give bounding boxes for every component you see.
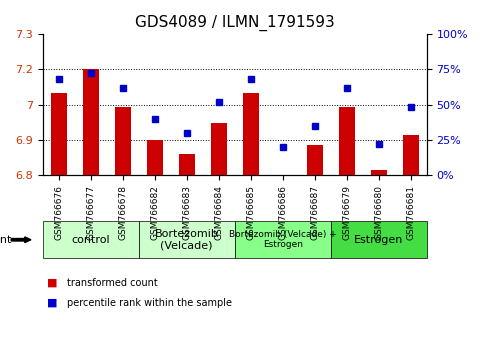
Text: percentile rank within the sample: percentile rank within the sample <box>67 298 232 308</box>
Text: control: control <box>71 235 110 245</box>
Text: Estrogen: Estrogen <box>354 235 403 245</box>
Bar <box>139 221 235 258</box>
Text: Bortezomib
(Velcade): Bortezomib (Velcade) <box>155 229 218 251</box>
Bar <box>83 69 99 175</box>
Title: GDS4089 / ILMN_1791593: GDS4089 / ILMN_1791593 <box>135 15 335 31</box>
Bar <box>179 154 195 175</box>
Bar <box>51 93 67 175</box>
Text: Bortezomib (Velcade) +
Estrogen: Bortezomib (Velcade) + Estrogen <box>229 230 337 250</box>
Bar <box>43 221 139 258</box>
Bar <box>307 144 323 175</box>
FancyArrow shape <box>11 237 31 242</box>
Bar <box>242 93 258 175</box>
Text: ■: ■ <box>47 298 58 308</box>
Bar <box>211 124 227 175</box>
Text: ■: ■ <box>47 278 58 288</box>
Bar <box>147 140 163 175</box>
Bar <box>331 221 426 258</box>
Text: agent: agent <box>0 235 12 245</box>
Bar <box>370 170 387 175</box>
Text: transformed count: transformed count <box>67 278 157 288</box>
Bar <box>114 107 130 175</box>
Bar <box>339 107 355 175</box>
Bar <box>235 221 331 258</box>
Bar <box>403 135 419 175</box>
